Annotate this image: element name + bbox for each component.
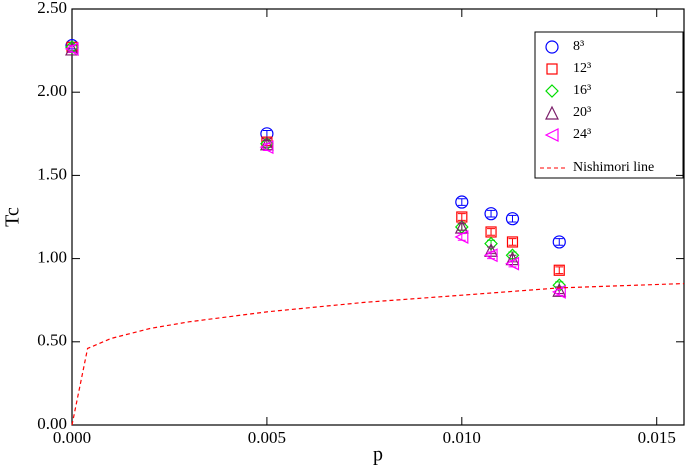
legend-label: 24³ [573,127,591,142]
point [506,236,519,248]
error-bar [457,198,466,206]
point [259,140,274,155]
error-bar [487,228,496,236]
y-axis-label: Tc [2,207,24,227]
legend-label: 8³ [573,39,584,54]
error-bar [555,238,564,246]
error-bar [555,266,564,275]
x-axis-label: p [373,444,383,466]
point [483,248,498,263]
y-tick-label: 2.50 [37,0,67,17]
point [553,264,565,276]
legend-label: Nishimori line [573,160,654,175]
point [455,195,469,209]
error-bar [262,129,271,138]
y-tick-label: 0.50 [37,331,67,350]
x-tick-label: 0.015 [638,428,676,447]
x-tick-label: 0.010 [443,428,481,447]
y-tick-label: 2.00 [37,81,67,100]
legend-marker [545,40,559,54]
plot-frame [71,8,685,426]
legend-box [534,31,684,179]
y-tick-label: 0.00 [37,414,67,433]
point [65,41,79,56]
error-bar [508,238,517,246]
point [551,284,566,299]
point [454,219,469,234]
y-tick-label: 1.00 [37,248,67,267]
point [64,41,79,56]
legend-marker [545,84,559,98]
point [484,207,498,221]
nishimori-line [71,282,685,426]
error-bar [487,209,496,218]
legend-label: 20³ [573,105,591,120]
error-bar [457,223,466,231]
y-tick-label: 1.50 [37,164,67,183]
point [552,235,566,249]
legend-marker [545,105,559,120]
point [454,229,469,244]
x-tick-label: 0.000 [53,428,91,447]
point [505,256,520,271]
error-bar [457,213,466,221]
legend-label: 16³ [573,83,591,98]
point [505,212,520,226]
x-tick-label: 0.005 [248,428,286,447]
legend-label: 12³ [573,61,591,76]
legend-marker [546,63,558,75]
error-bar [508,214,517,223]
legend-marker [544,128,559,142]
